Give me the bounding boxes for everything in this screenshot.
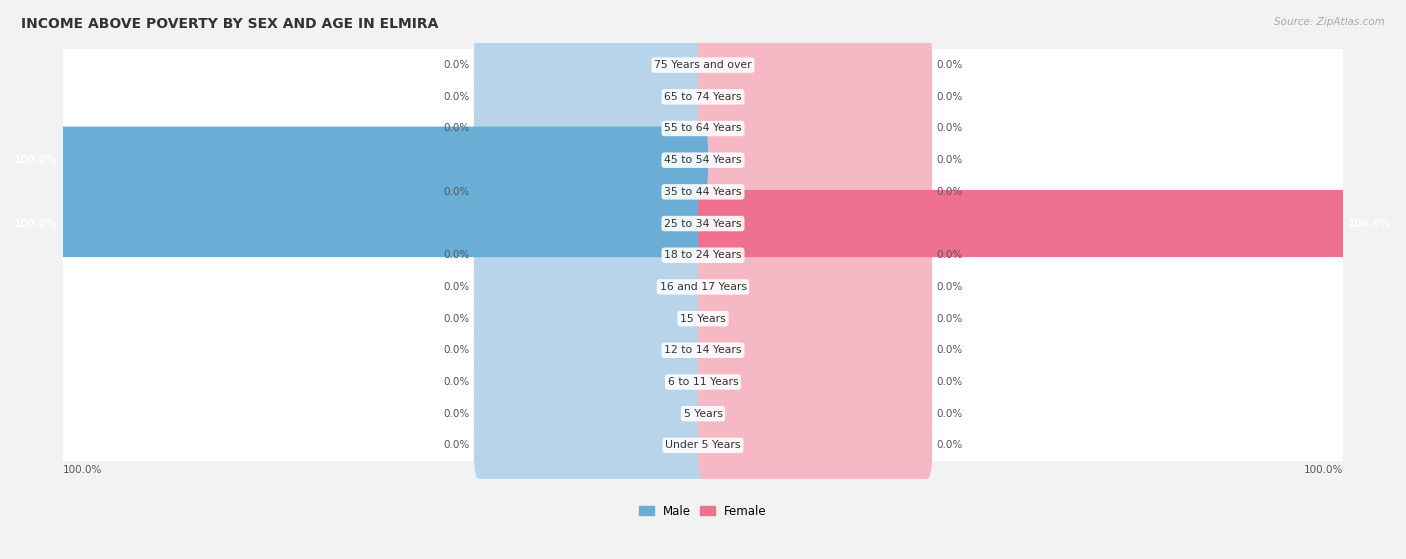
Text: 0.0%: 0.0% [443, 250, 470, 260]
Text: 12 to 14 Years: 12 to 14 Years [664, 345, 742, 356]
FancyBboxPatch shape [697, 190, 1348, 257]
FancyBboxPatch shape [474, 190, 709, 257]
Text: 25 to 34 Years: 25 to 34 Years [664, 219, 742, 229]
FancyBboxPatch shape [474, 95, 709, 162]
Text: 0.0%: 0.0% [443, 409, 470, 419]
Text: 100.0%: 100.0% [63, 465, 103, 475]
Text: 5 Years: 5 Years [683, 409, 723, 419]
Text: 0.0%: 0.0% [936, 187, 963, 197]
Bar [63, 208, 1343, 239]
Text: Source: ZipAtlas.com: Source: ZipAtlas.com [1274, 17, 1385, 27]
Text: 0.0%: 0.0% [443, 124, 470, 134]
Bar [63, 239, 1343, 271]
Text: 35 to 44 Years: 35 to 44 Years [664, 187, 742, 197]
Text: INCOME ABOVE POVERTY BY SEX AND AGE IN ELMIRA: INCOME ABOVE POVERTY BY SEX AND AGE IN E… [21, 17, 439, 31]
Text: 0.0%: 0.0% [443, 92, 470, 102]
FancyBboxPatch shape [474, 412, 709, 479]
FancyBboxPatch shape [697, 348, 932, 415]
Text: 0.0%: 0.0% [936, 314, 963, 324]
Text: 100.0%: 100.0% [1348, 219, 1392, 229]
Bar [63, 271, 1343, 303]
Text: 0.0%: 0.0% [936, 250, 963, 260]
Text: 0.0%: 0.0% [443, 314, 470, 324]
Bar [63, 113, 1343, 144]
Bar [63, 81, 1343, 113]
Text: Under 5 Years: Under 5 Years [665, 440, 741, 451]
Text: 55 to 64 Years: 55 to 64 Years [664, 124, 742, 134]
Bar [63, 429, 1343, 461]
FancyBboxPatch shape [697, 190, 932, 257]
FancyBboxPatch shape [697, 253, 932, 320]
FancyBboxPatch shape [697, 31, 932, 99]
Text: 45 to 54 Years: 45 to 54 Years [664, 155, 742, 165]
Text: 0.0%: 0.0% [936, 345, 963, 356]
Bar [63, 334, 1343, 366]
FancyBboxPatch shape [474, 253, 709, 320]
Text: 6 to 11 Years: 6 to 11 Years [668, 377, 738, 387]
Text: 100.0%: 100.0% [14, 219, 58, 229]
FancyBboxPatch shape [697, 285, 932, 352]
Text: 65 to 74 Years: 65 to 74 Years [664, 92, 742, 102]
Text: 0.0%: 0.0% [443, 187, 470, 197]
FancyBboxPatch shape [697, 63, 932, 130]
Text: 0.0%: 0.0% [936, 124, 963, 134]
FancyBboxPatch shape [474, 348, 709, 415]
FancyBboxPatch shape [474, 317, 709, 384]
Text: 100.0%: 100.0% [14, 155, 58, 165]
Text: 100.0%: 100.0% [1303, 465, 1343, 475]
Bar [63, 144, 1343, 176]
FancyBboxPatch shape [697, 222, 932, 289]
FancyBboxPatch shape [474, 31, 709, 99]
FancyBboxPatch shape [58, 190, 709, 257]
Bar [63, 49, 1343, 81]
Text: 0.0%: 0.0% [443, 377, 470, 387]
Text: 0.0%: 0.0% [936, 92, 963, 102]
Bar [63, 398, 1343, 429]
Text: 0.0%: 0.0% [443, 282, 470, 292]
FancyBboxPatch shape [474, 158, 709, 225]
Text: 0.0%: 0.0% [936, 409, 963, 419]
Text: 0.0%: 0.0% [936, 282, 963, 292]
Bar [63, 176, 1343, 208]
FancyBboxPatch shape [697, 158, 932, 225]
Text: 15 Years: 15 Years [681, 314, 725, 324]
FancyBboxPatch shape [697, 317, 932, 384]
Text: 16 and 17 Years: 16 and 17 Years [659, 282, 747, 292]
Bar [63, 366, 1343, 398]
Text: 0.0%: 0.0% [936, 377, 963, 387]
FancyBboxPatch shape [474, 380, 709, 447]
FancyBboxPatch shape [697, 126, 932, 194]
FancyBboxPatch shape [697, 380, 932, 447]
Legend: Male, Female: Male, Female [634, 500, 772, 523]
Text: 18 to 24 Years: 18 to 24 Years [664, 250, 742, 260]
FancyBboxPatch shape [474, 126, 709, 194]
Text: 0.0%: 0.0% [936, 60, 963, 70]
FancyBboxPatch shape [697, 412, 932, 479]
FancyBboxPatch shape [474, 285, 709, 352]
Text: 0.0%: 0.0% [936, 440, 963, 451]
Text: 0.0%: 0.0% [443, 345, 470, 356]
Text: 0.0%: 0.0% [443, 440, 470, 451]
Text: 75 Years and over: 75 Years and over [654, 60, 752, 70]
FancyBboxPatch shape [697, 95, 932, 162]
Text: 0.0%: 0.0% [936, 155, 963, 165]
Text: 0.0%: 0.0% [443, 60, 470, 70]
Bar [63, 303, 1343, 334]
FancyBboxPatch shape [58, 126, 709, 194]
FancyBboxPatch shape [474, 63, 709, 130]
FancyBboxPatch shape [474, 222, 709, 289]
